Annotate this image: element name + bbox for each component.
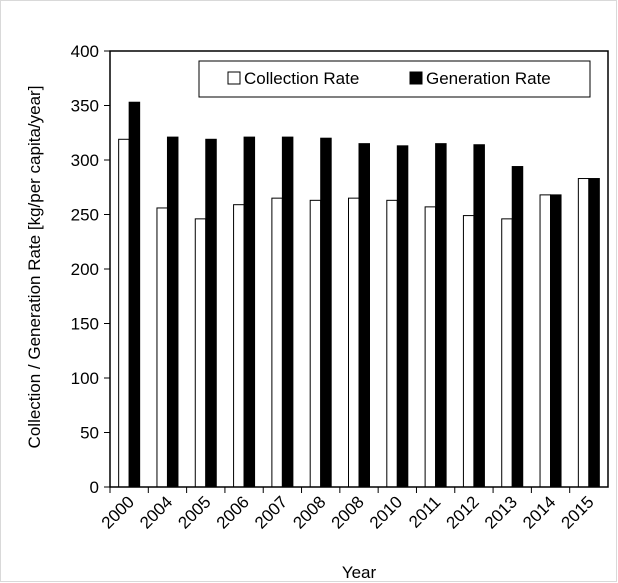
y-tick-label: 200 xyxy=(71,260,99,279)
y-axis: 0 50 100 150 200 250 300 350 400 xyxy=(71,42,110,497)
legend-swatch-generation xyxy=(409,71,423,85)
bar-collection-rate xyxy=(501,218,513,488)
legend-swatch-collection xyxy=(227,71,241,85)
bar-collection-rate xyxy=(309,199,322,488)
y-tick-label: 350 xyxy=(71,97,99,116)
bar-generation-rate xyxy=(396,145,409,488)
bar-collection-rate xyxy=(424,206,437,488)
y-tick-label: 150 xyxy=(71,315,99,334)
bar-generation-rate xyxy=(435,143,447,488)
y-axis-title: Collection / Generation Rate [kg/per cap… xyxy=(25,86,44,449)
y-tick-label: 50 xyxy=(80,424,99,443)
bar-collection-rate xyxy=(577,178,590,488)
y-tick-label: 250 xyxy=(71,206,99,225)
legend-label-generation: Generation Rate xyxy=(426,69,551,88)
bars-group xyxy=(118,101,600,488)
bar-generation-rate xyxy=(281,136,294,488)
bar-generation-rate xyxy=(320,137,332,488)
x-tick-label: 2007 xyxy=(251,492,291,532)
bar-collection-rate xyxy=(271,197,283,488)
bar-generation-rate xyxy=(205,138,217,488)
bar-generation-rate xyxy=(243,136,256,488)
y-tick-label: 100 xyxy=(71,369,99,388)
bar-generation-rate xyxy=(473,144,485,488)
bar-generation-rate xyxy=(166,136,179,488)
x-tick-label: 2008 xyxy=(328,492,368,532)
bar-collection-rate xyxy=(118,138,130,488)
bar-collection-rate xyxy=(539,194,552,488)
y-tick-label: 300 xyxy=(71,151,99,170)
x-tick-label: 2012 xyxy=(443,492,483,532)
legend-label-collection: Collection Rate xyxy=(244,69,359,88)
x-tick-label: 2010 xyxy=(366,492,406,532)
x-tick-label: 2004 xyxy=(136,492,176,532)
bar-collection-rate xyxy=(233,204,245,488)
bar-generation-rate xyxy=(358,143,370,488)
bar-collection-rate xyxy=(194,218,207,488)
bar-collection-rate xyxy=(156,207,168,488)
legend: Collection Rate Generation Rate xyxy=(198,60,591,98)
bar-generation-rate xyxy=(128,101,141,488)
bar-collection-rate xyxy=(386,199,398,488)
x-tick-label: 2015 xyxy=(557,492,597,532)
x-tick-label: 2005 xyxy=(174,492,214,532)
plot-area-border xyxy=(109,50,609,488)
x-tick-label: 2000 xyxy=(98,492,138,532)
x-tick-label: 2014 xyxy=(519,492,559,532)
x-axis-title: Year xyxy=(342,563,377,582)
bar-collection-rate xyxy=(462,215,475,488)
bar-collection-rate xyxy=(348,197,360,488)
bar-generation-rate xyxy=(588,178,600,488)
x-tick-label: 2011 xyxy=(405,492,444,531)
y-tick-label: 400 xyxy=(71,42,99,61)
x-tick-label: 2008 xyxy=(289,492,329,532)
y-tick-label: 0 xyxy=(90,478,99,497)
legend-box xyxy=(198,60,591,98)
x-tick-label: 2013 xyxy=(481,492,521,532)
bar-generation-rate xyxy=(550,194,562,488)
bar-generation-rate xyxy=(511,166,524,488)
x-tick-label: 2006 xyxy=(213,492,253,532)
